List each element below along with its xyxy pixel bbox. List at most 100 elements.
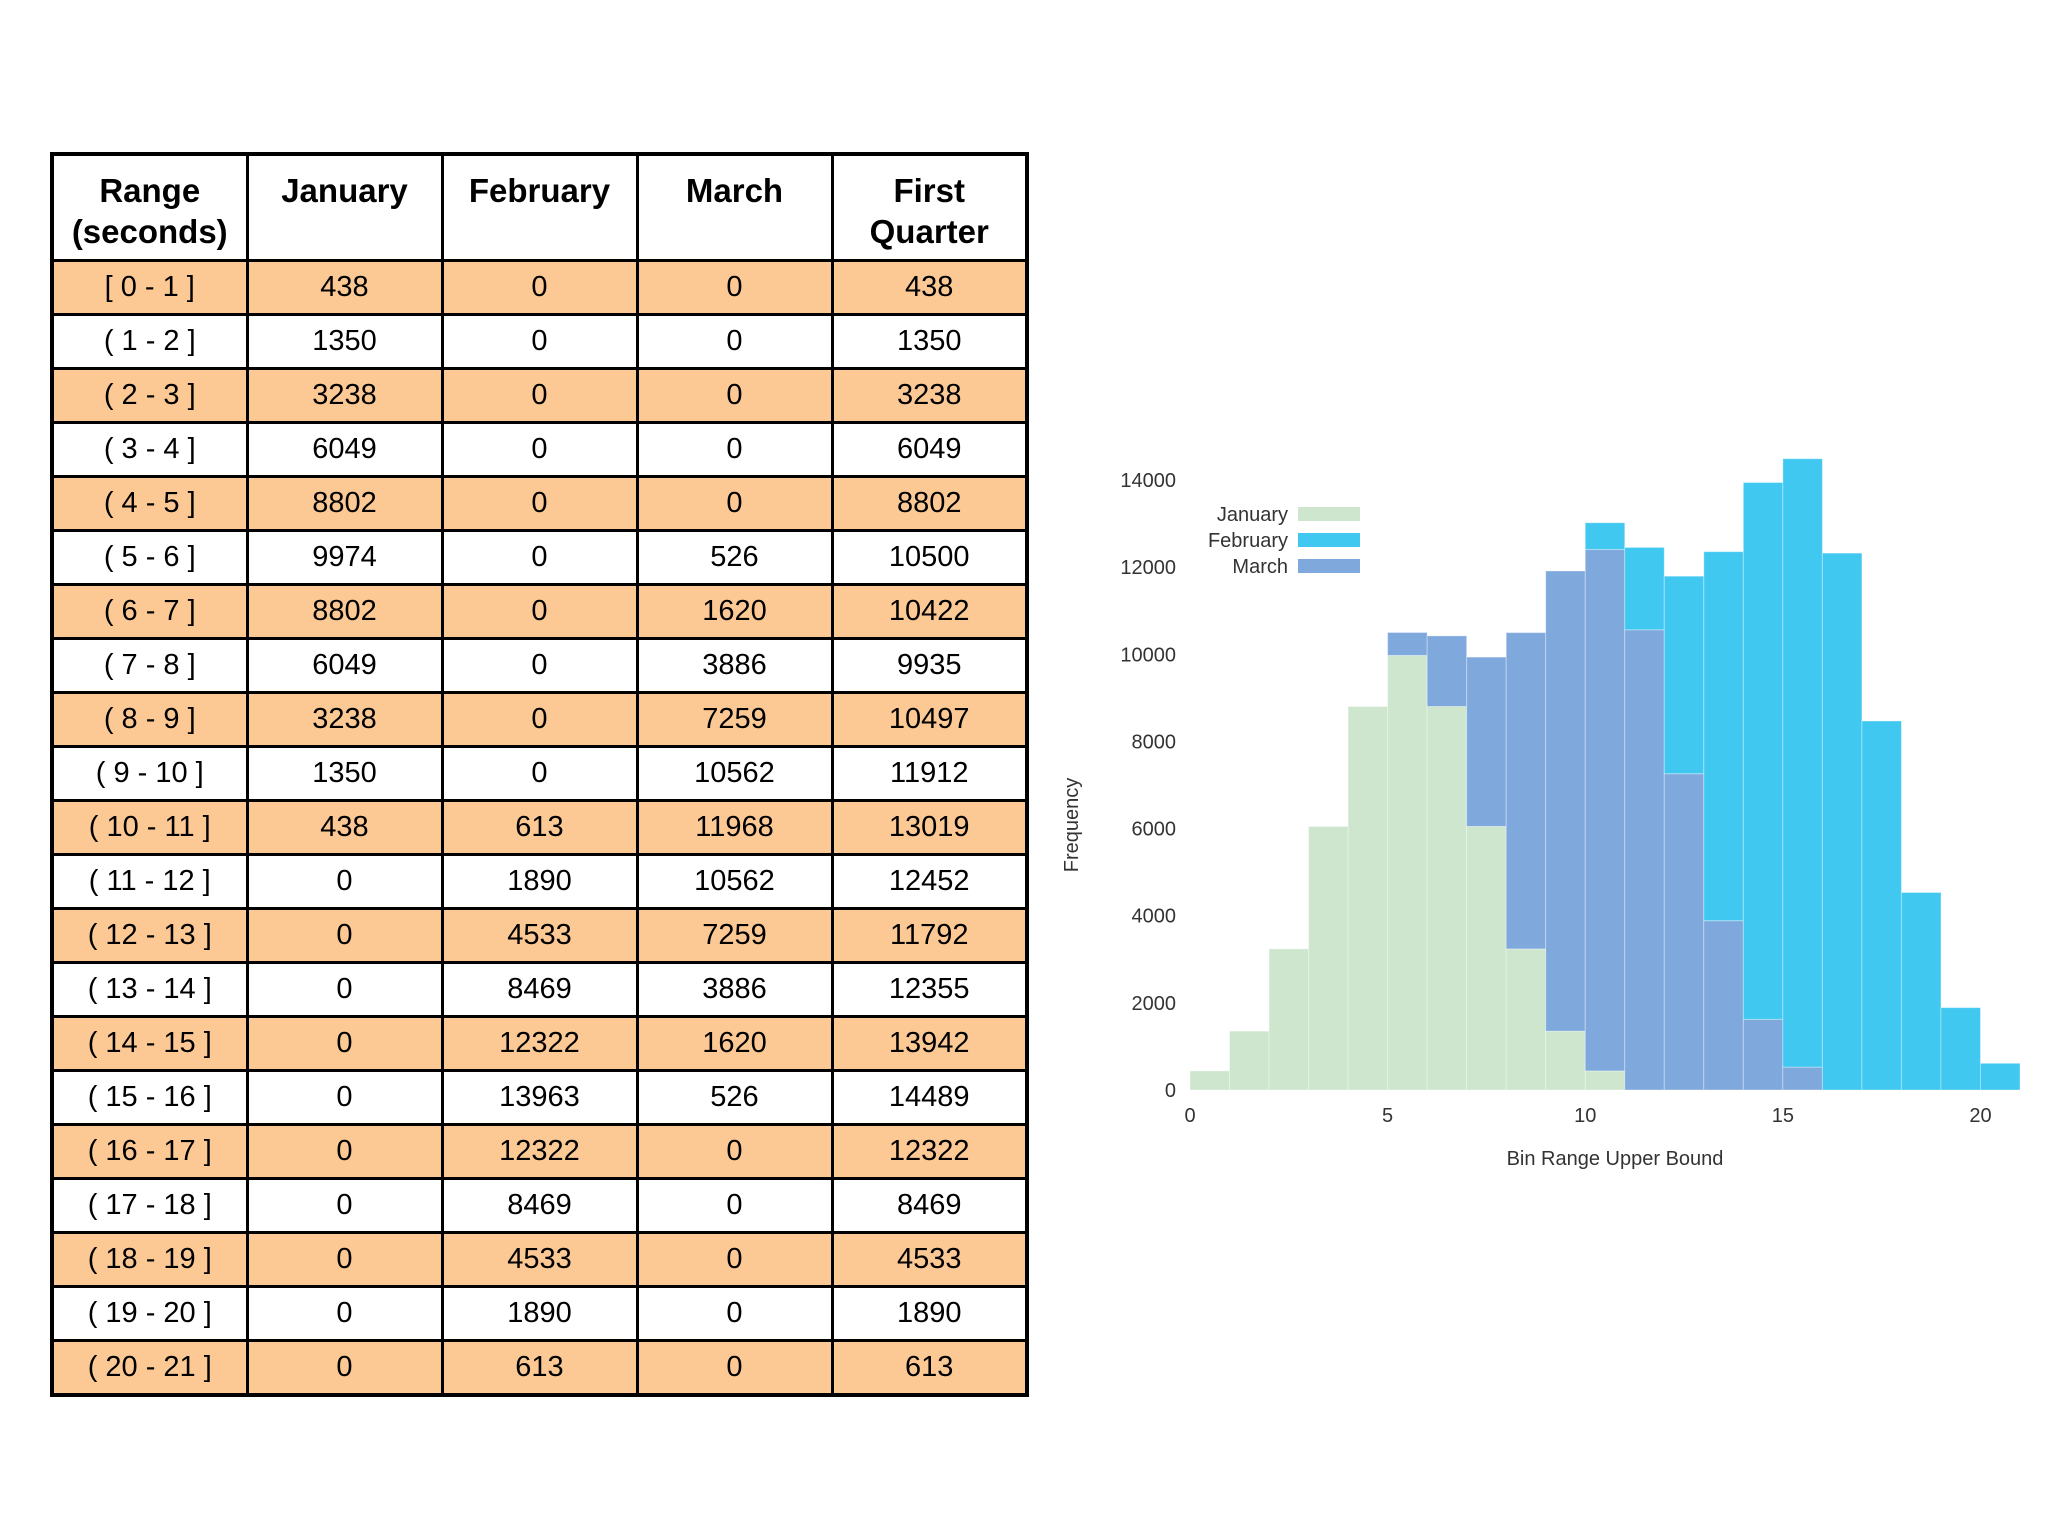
table-row: ( 18 - 19 ] 0 4533 0 4533	[50, 1230, 1029, 1288]
value-cell: 3238	[830, 366, 1029, 424]
value-cell: 0	[635, 312, 834, 370]
range-cell: ( 15 - 16 ]	[50, 1068, 249, 1126]
value-cell: 8802	[830, 474, 1029, 532]
table-row: ( 4 - 5 ] 8802 0 0 8802	[50, 474, 1029, 532]
value-cell: 0	[245, 906, 444, 964]
table-row: ( 10 - 11 ] 438 613 11968 13019	[50, 798, 1029, 856]
y-tick-label: 12000	[1120, 557, 1176, 579]
bar-february	[1584, 522, 1626, 550]
column-header: January	[245, 152, 444, 262]
x-tick-label: 5	[1382, 1105, 1393, 1127]
value-cell: 10562	[635, 852, 834, 910]
column-header: February	[440, 152, 639, 262]
value-cell: 1620	[635, 582, 834, 640]
table-row: [ 0 - 1 ] 438 0 0 438	[50, 258, 1029, 316]
value-cell: 0	[440, 366, 639, 424]
bar-january	[1189, 1070, 1231, 1091]
value-cell: 8802	[245, 474, 444, 532]
value-cell: 613	[830, 1338, 1029, 1396]
value-cell: 0	[635, 258, 834, 316]
value-cell: 13942	[830, 1014, 1029, 1072]
range-cell: ( 19 - 20 ]	[50, 1284, 249, 1342]
range-cell: ( 6 - 7 ]	[50, 582, 249, 640]
value-cell: 613	[440, 798, 639, 856]
value-cell: 0	[440, 636, 639, 694]
value-cell: 0	[440, 744, 639, 802]
value-cell: 0	[635, 1122, 834, 1180]
table-row: ( 13 - 14 ] 0 8469 3886 12355	[50, 960, 1029, 1018]
bar-january	[1426, 705, 1468, 1091]
value-cell: 0	[245, 1176, 444, 1234]
value-cell: 12322	[440, 1122, 639, 1180]
value-cell: 0	[245, 1284, 444, 1342]
range-cell: ( 11 - 12 ]	[50, 852, 249, 910]
data-table: Range (seconds) January February March First…	[50, 152, 1029, 1397]
value-cell: 0	[245, 1014, 444, 1072]
bar-february	[1782, 458, 1823, 1068]
bar-february	[1663, 575, 1705, 775]
bar-march	[1387, 632, 1428, 656]
y-tick-label: 0	[1165, 1080, 1176, 1102]
bar-february	[1940, 1007, 1981, 1091]
value-cell: 1890	[440, 1284, 639, 1342]
value-cell: 0	[245, 1338, 444, 1396]
value-cell: 11968	[635, 798, 834, 856]
range-cell: ( 5 - 6 ]	[50, 528, 249, 586]
y-tick-label: 10000	[1120, 644, 1176, 666]
range-cell: ( 10 - 11 ]	[50, 798, 249, 856]
value-cell: 1350	[245, 744, 444, 802]
value-cell: 0	[440, 312, 639, 370]
value-cell: 0	[635, 1230, 834, 1288]
range-cell: ( 8 - 9 ]	[50, 690, 249, 748]
range-cell: ( 17 - 18 ]	[50, 1176, 249, 1234]
legend-label: January	[1217, 504, 1288, 526]
value-cell: 0	[440, 420, 639, 478]
header-row: Range (seconds) January February March First…	[50, 152, 1029, 262]
table-row: ( 15 - 16 ] 0 13963 526 14489	[50, 1068, 1029, 1126]
bar-march	[1545, 570, 1586, 1032]
bar-february	[1861, 720, 1902, 1091]
bar-january	[1387, 654, 1428, 1091]
value-cell: 9935	[830, 636, 1029, 694]
bar-march	[1426, 635, 1468, 707]
histogram-chart: 0 2000 4000 6000 8000 10000 12000 14000 0 5 10 15 20…	[1061, 458, 2020, 1170]
table-row: ( 12 - 13 ] 0 4533 7259 11792	[50, 906, 1029, 964]
bar-january	[1347, 705, 1389, 1091]
range-cell: ( 7 - 8 ]	[50, 636, 249, 694]
table-row: ( 20 - 21 ] 0 613 0 613	[50, 1338, 1029, 1396]
legend-label: March	[1232, 556, 1288, 578]
bar-march	[1703, 920, 1744, 1091]
legend-swatch	[1298, 533, 1360, 547]
value-cell: 12322	[440, 1014, 639, 1072]
value-cell: 0	[245, 960, 444, 1018]
table-row: ( 5 - 6 ] 9974 0 526 10500	[50, 528, 1029, 586]
range-cell: ( 14 - 15 ]	[50, 1014, 249, 1072]
bar-march	[1505, 632, 1547, 950]
value-cell: 8469	[440, 1176, 639, 1234]
bar-february	[1624, 546, 1665, 631]
value-cell: 10497	[830, 690, 1029, 748]
value-cell: 438	[830, 258, 1029, 316]
value-cell: 8469	[830, 1176, 1029, 1234]
range-cell: ( 3 - 4 ]	[50, 420, 249, 478]
value-cell: 0	[245, 852, 444, 910]
value-cell: 6049	[830, 420, 1029, 478]
x-axis-title: Bin Range Upper Bound	[1507, 1148, 1724, 1170]
value-cell: 13963	[440, 1068, 639, 1126]
table-row: ( 19 - 20 ] 0 1890 0 1890	[50, 1284, 1029, 1342]
x-tick-label: 20	[1969, 1105, 1991, 1127]
value-cell: 3238	[245, 366, 444, 424]
table-header: Range (seconds) January February March First…	[50, 152, 1029, 262]
value-cell: 0	[440, 690, 639, 748]
range-cell: ( 13 - 14 ]	[50, 960, 249, 1018]
table-row: ( 17 - 18 ] 0 8469 0 8469	[50, 1176, 1029, 1234]
legend-swatch	[1298, 559, 1360, 573]
table-body: [ 0 - 1 ] 438 0 0 438( 1 - 2 ] 1350 0 0 1350( 2 …	[50, 258, 1029, 1396]
x-tick-label: 0	[1184, 1105, 1195, 1127]
bar-february	[1900, 891, 1942, 1091]
value-cell: 7259	[635, 690, 834, 748]
value-cell: 3886	[635, 960, 834, 1018]
bar-january	[1505, 948, 1547, 1091]
value-cell: 14489	[830, 1068, 1029, 1126]
range-cell: ( 2 - 3 ]	[50, 366, 249, 424]
